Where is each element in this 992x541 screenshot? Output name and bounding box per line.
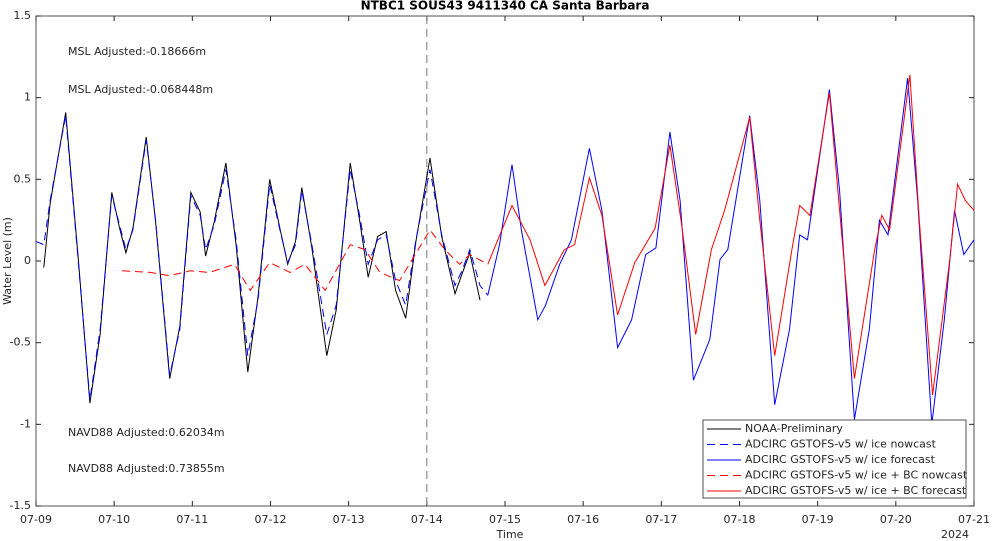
x-tick-label: 07-12 [255, 513, 287, 526]
series-line [43, 112, 481, 404]
legend-label: NOAA-Preliminary [745, 422, 843, 435]
series-line [35, 115, 489, 400]
x-tick-label: 07-10 [98, 513, 130, 526]
y-tick-label: 1 [24, 91, 31, 104]
annotation: MSL Adjusted:-0.068448m [68, 83, 213, 96]
x-tick-label: 07-14 [411, 513, 443, 526]
x-tick-label: 07-20 [880, 513, 912, 526]
legend-label: ADCIRC GSTOFS-v5 w/ ice forecast [745, 453, 936, 466]
x-tick-label: 07-19 [802, 513, 834, 526]
annotation: NAVD88 Adjusted:0.62034m [68, 426, 225, 439]
series-line [121, 229, 489, 292]
y-tick-label: -0.5 [10, 336, 31, 349]
y-tick-label: 0.5 [14, 172, 32, 185]
annotation: MSL Adjusted:-0.18666m [68, 45, 206, 58]
x-tick-label: 07-21 [958, 513, 990, 526]
legend-label: ADCIRC GSTOFS-v5 w/ ice + BC forecast [745, 484, 967, 497]
x-tick-label: 07-09 [20, 513, 52, 526]
x-tick-label: 07-17 [645, 513, 677, 526]
x-tick-label: 07-15 [489, 513, 521, 526]
annotation: NAVD88 Adjusted:0.73855m [68, 462, 225, 475]
chart-title: NTBC1 SOUS43 9411340 CA Santa Barbara [361, 0, 650, 13]
y-tick-label: 1.5 [14, 9, 32, 22]
x-sublabel: 2024 [941, 528, 969, 541]
y-tick-label: 0 [24, 254, 31, 267]
y-tick-label: -1.5 [10, 499, 31, 512]
legend-label: ADCIRC GSTOFS-v5 w/ ice nowcast [745, 438, 937, 451]
x-tick-label: 07-16 [567, 513, 599, 526]
series-line [487, 74, 975, 395]
x-tick-label: 07-18 [724, 513, 756, 526]
legend-label: ADCIRC GSTOFS-v5 w/ ice + BC nowcast [745, 469, 968, 482]
x-axis-label: Time [496, 528, 524, 541]
y-axis-label: Water Level (m) [1, 217, 14, 305]
y-tick-label: -1 [20, 417, 31, 430]
legend-box [702, 419, 967, 499]
series-line [487, 78, 975, 425]
x-tick-label: 07-13 [333, 513, 365, 526]
x-tick-label: 07-11 [176, 513, 208, 526]
